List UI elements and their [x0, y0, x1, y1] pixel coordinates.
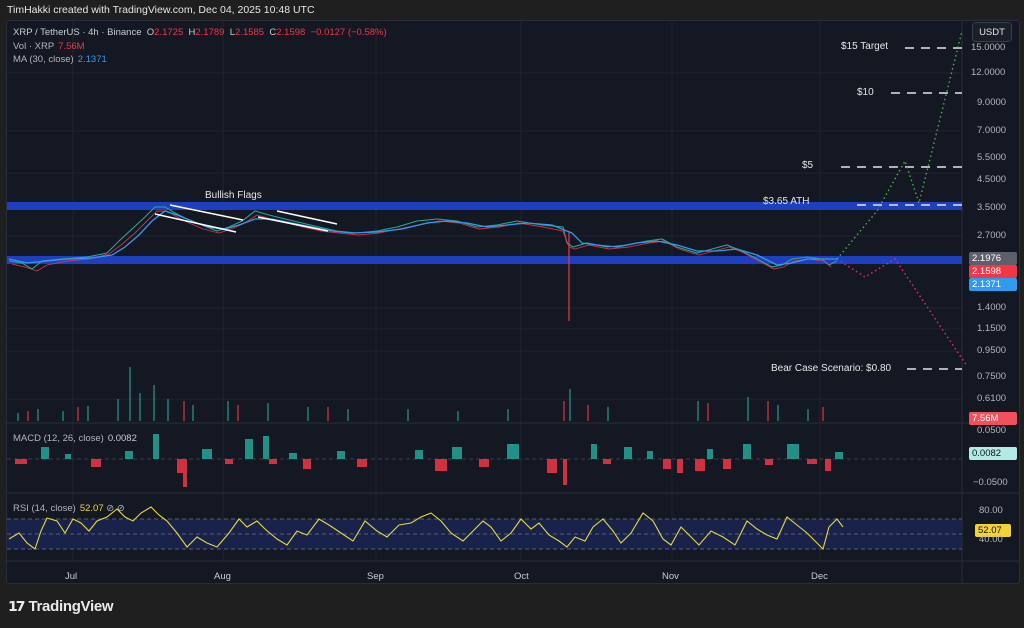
macd-histogram [41, 434, 843, 459]
price-tick: 12.0000 [971, 67, 1006, 78]
chart-caption: TimHakki created with TradingView.com, D… [7, 4, 315, 16]
support-zone [7, 256, 962, 264]
macd-tick: 0.0500 [977, 425, 1007, 436]
price-tick: 5.5000 [977, 152, 1007, 163]
ma-legend[interactable]: MA (30, close) 2.1371 [13, 54, 107, 65]
rsi-value-tag: 52.07 [975, 524, 1011, 537]
chart-frame[interactable]: XRP / TetherUS · 4h · Binance O2.1725 H2… [6, 20, 1020, 584]
target-15-label[interactable]: $15 Target [841, 41, 889, 52]
price-tick: 4.5000 [977, 174, 1007, 185]
volume-legend[interactable]: Vol · XRP 7.56M [13, 41, 85, 52]
target-10-label[interactable]: $10 [857, 87, 874, 98]
price-tick: 2.7000 [977, 230, 1007, 241]
rsi-value: 52.07 [79, 503, 104, 514]
tradingview-logo[interactable]: 𝟭𝟳 TradingView [8, 598, 114, 615]
rsi-line [8, 506, 844, 551]
tradingview-logo-icon: 𝟭𝟳 [8, 598, 26, 614]
price-tick: 15.0000 [971, 42, 1006, 53]
macd-tick: −0.0500 [973, 477, 1008, 488]
time-tick: Oct [514, 571, 529, 582]
resistance-zone [7, 202, 962, 210]
close-value: 2.1598 [276, 27, 306, 38]
ma-value: 2.1371 [77, 54, 107, 65]
ath-label[interactable]: $3.65 ATH [763, 196, 810, 207]
time-tick: Jul [65, 571, 78, 582]
time-tick: Aug [214, 571, 231, 582]
chart-canvas[interactable] [7, 21, 1019, 583]
bear-case-label[interactable]: Bear Case Scenario: $0.80 [771, 363, 892, 374]
price-tick: 0.9500 [977, 345, 1007, 356]
price-tick: 1.4000 [977, 302, 1007, 313]
open-value: 2.1725 [154, 27, 184, 38]
time-tick: Dec [811, 571, 828, 582]
brand-name: TradingView [28, 598, 114, 615]
ohlc-legend[interactable]: XRP / TetherUS · 4h · Binance O2.1725 H2… [13, 27, 387, 38]
target-5-label[interactable]: $5 [802, 160, 814, 171]
low-value: 2.1585 [235, 27, 265, 38]
time-tick: Sep [367, 571, 384, 582]
bullish-flags-label[interactable]: Bullish Flags [205, 190, 262, 201]
last-close-tag: 2.1598 [969, 265, 1017, 278]
volume-value: 7.56M [58, 41, 85, 52]
price-tick: 1.1500 [977, 323, 1007, 334]
price-tick: 3.5000 [977, 202, 1007, 213]
macd-value-tag: 0.0082 [969, 447, 1017, 460]
macd-legend[interactable]: MACD (12, 26, close) 0.0082 [13, 433, 137, 444]
price-tick: 9.0000 [977, 97, 1007, 108]
macd-value: 0.0082 [107, 433, 137, 444]
price-tick: 0.6100 [977, 393, 1007, 404]
symbol-title[interactable]: XRP / TetherUS · 4h · Binance [13, 27, 142, 38]
volume-bars [17, 367, 809, 421]
time-tick: Nov [662, 571, 679, 582]
ma-tag: 2.1371 [969, 278, 1017, 291]
price-tick: 7.0000 [977, 125, 1007, 136]
rsi-tick: 80.00 [979, 505, 1003, 516]
rsi-legend[interactable]: RSI (14, close) 52.07 ⊘ ⊘ [13, 503, 125, 514]
high-value: 2.1789 [195, 27, 225, 38]
visibility-icons[interactable]: ⊘ ⊘ [106, 503, 125, 514]
change-value: −0.0127 (−0.58%) [310, 27, 387, 38]
price-tick: 0.7500 [977, 371, 1007, 382]
currency-button[interactable]: USDT [972, 22, 1012, 42]
volume-tag: 7.56M [969, 412, 1017, 425]
last-high-tag: 2.1976 [969, 252, 1017, 265]
rsi-tick: 40.00 [979, 534, 1003, 545]
